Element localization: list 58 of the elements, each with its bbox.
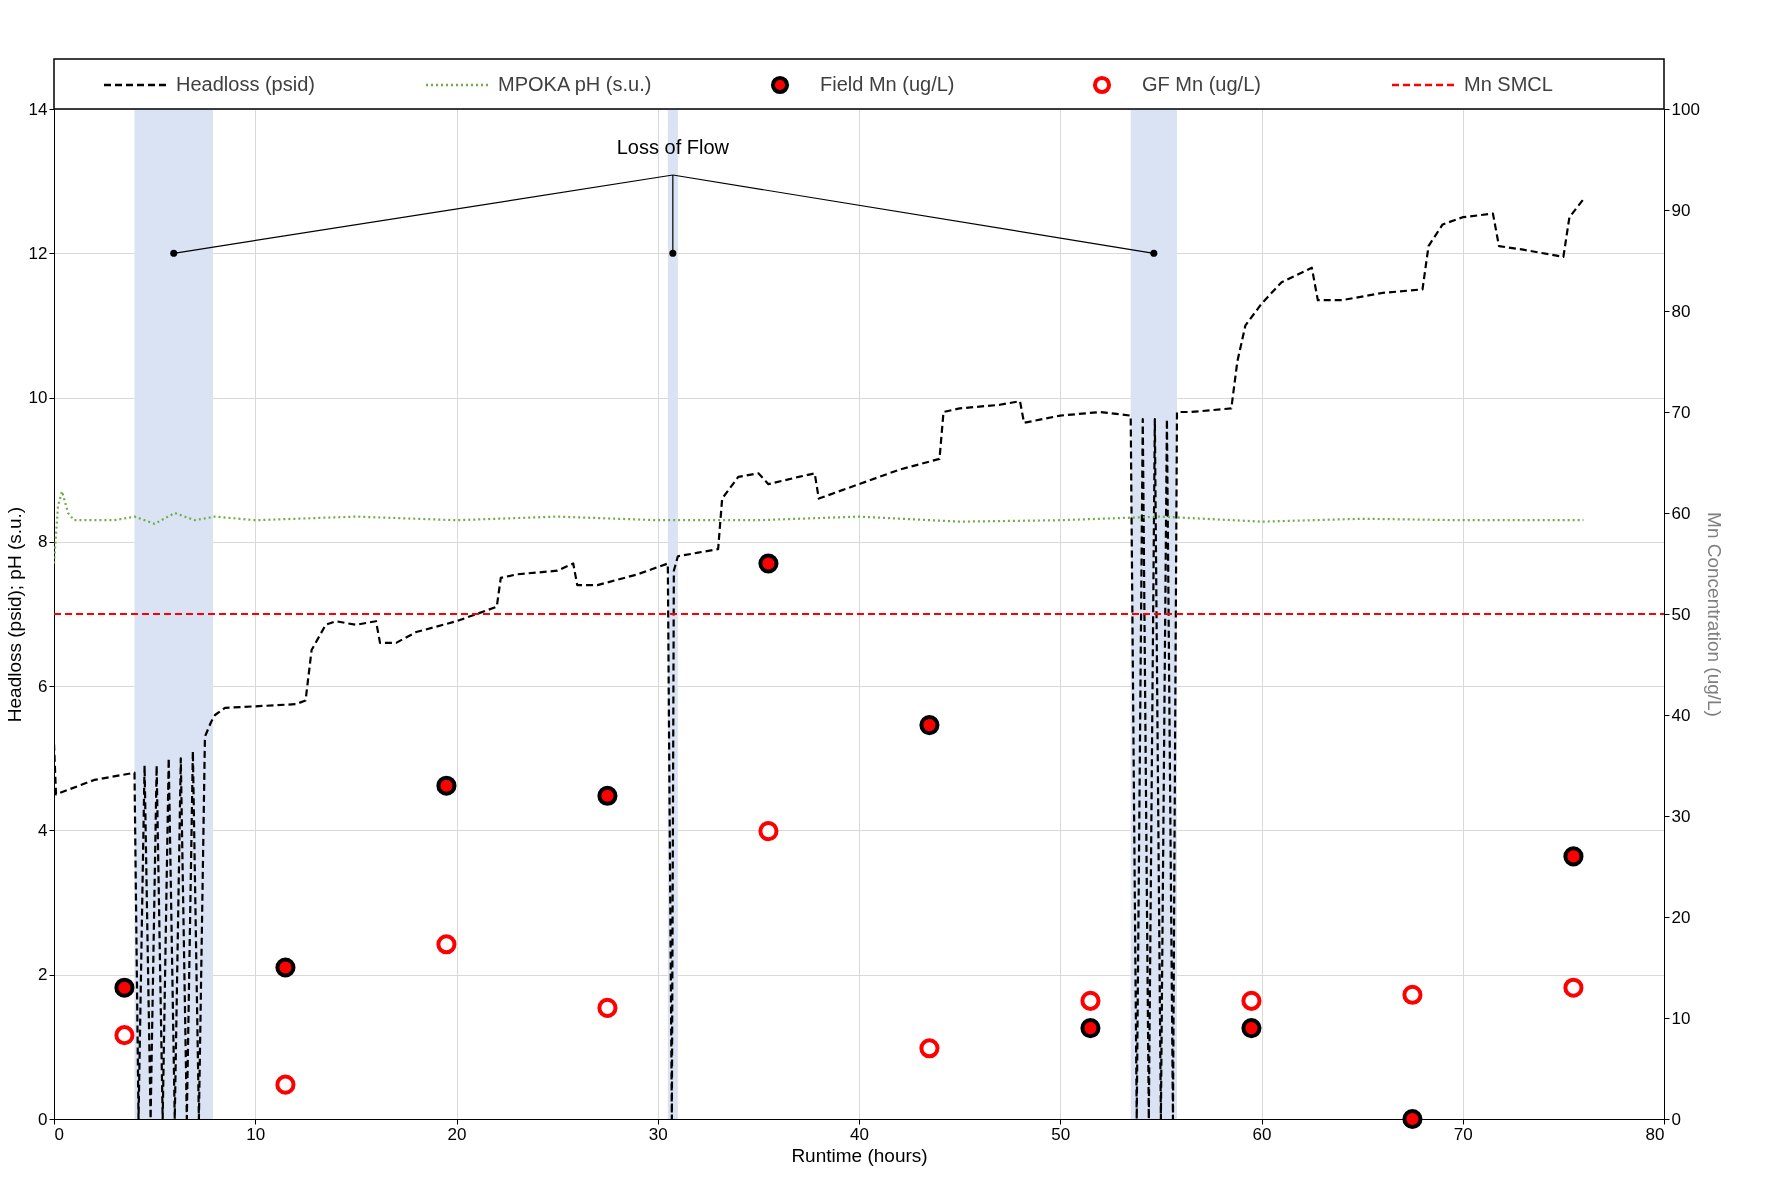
point <box>1563 977 1584 998</box>
point <box>1080 1018 1101 1039</box>
point <box>597 997 618 1018</box>
y-tick-label: 8 <box>38 532 48 552</box>
point <box>436 775 457 796</box>
y-tick-label: 0 <box>38 1109 48 1129</box>
point <box>275 1074 296 1095</box>
y-tick-label: 6 <box>38 676 48 696</box>
line-series <box>54 490 1585 565</box>
y2-axis-title: Mn Concentration (ug/L) <box>1703 512 1725 717</box>
annotation: Loss of Flow <box>616 136 730 158</box>
y2-tick-label: 60 <box>1671 503 1691 523</box>
x-tick-label: 50 <box>1051 1124 1071 1144</box>
y2-tick-label: 30 <box>1671 806 1691 826</box>
x-tick-label: 40 <box>850 1124 869 1144</box>
x-tick-label: 70 <box>1453 1124 1473 1144</box>
x-tick-label: 30 <box>648 1124 668 1144</box>
y-tick-label: 4 <box>38 820 48 840</box>
y2-tick-label: 40 <box>1671 705 1691 725</box>
y2-tick-label: 10 <box>1671 1008 1691 1028</box>
x-axis-title: Runtime (hours) <box>791 1144 928 1166</box>
y2-tick-label: 90 <box>1671 200 1691 220</box>
y2-tick-label: 50 <box>1671 604 1691 624</box>
point <box>1080 990 1101 1011</box>
point <box>114 1025 135 1046</box>
y2-tick-label: 100 <box>1671 99 1700 119</box>
point <box>597 785 618 806</box>
point <box>1241 990 1262 1011</box>
y-tick-label: 12 <box>28 243 48 263</box>
legend-label: GF Mn (ug/L) <box>1142 73 1261 95</box>
y2-tick-label: 20 <box>1671 907 1691 927</box>
x-tick-label: 80 <box>1645 1124 1665 1144</box>
legend-label: Mn SMCL <box>1464 73 1553 95</box>
x-tick-label: 0 <box>54 1124 64 1144</box>
point <box>275 957 296 978</box>
point <box>919 715 940 736</box>
y-tick-label: 14 <box>28 99 48 119</box>
point <box>1402 1108 1423 1130</box>
point <box>436 934 457 955</box>
legend-label: Headloss (psid) <box>176 73 315 95</box>
x-tick-label: 10 <box>246 1124 266 1144</box>
legend-label: Field Mn (ug/L) <box>820 73 955 95</box>
x-tick-label: 60 <box>1252 1124 1272 1144</box>
point <box>1402 984 1423 1005</box>
point <box>1241 1018 1262 1039</box>
x-tick-label: 20 <box>447 1124 467 1144</box>
y2-tick-label: 70 <box>1671 402 1691 422</box>
point <box>1563 846 1584 867</box>
y-axis-title: Headloss (psid); pH (s.u.) <box>3 506 25 723</box>
y-tick-label: 2 <box>38 965 48 985</box>
y2-tick-label: 80 <box>1671 301 1691 321</box>
point <box>114 977 135 998</box>
point <box>919 1038 940 1059</box>
y2-tick-label: 0 <box>1671 1109 1681 1129</box>
point <box>758 821 779 842</box>
legend-label: MPOKA pH (s.u.) <box>498 73 652 95</box>
y-tick-label: 10 <box>28 388 48 408</box>
point <box>758 553 779 574</box>
